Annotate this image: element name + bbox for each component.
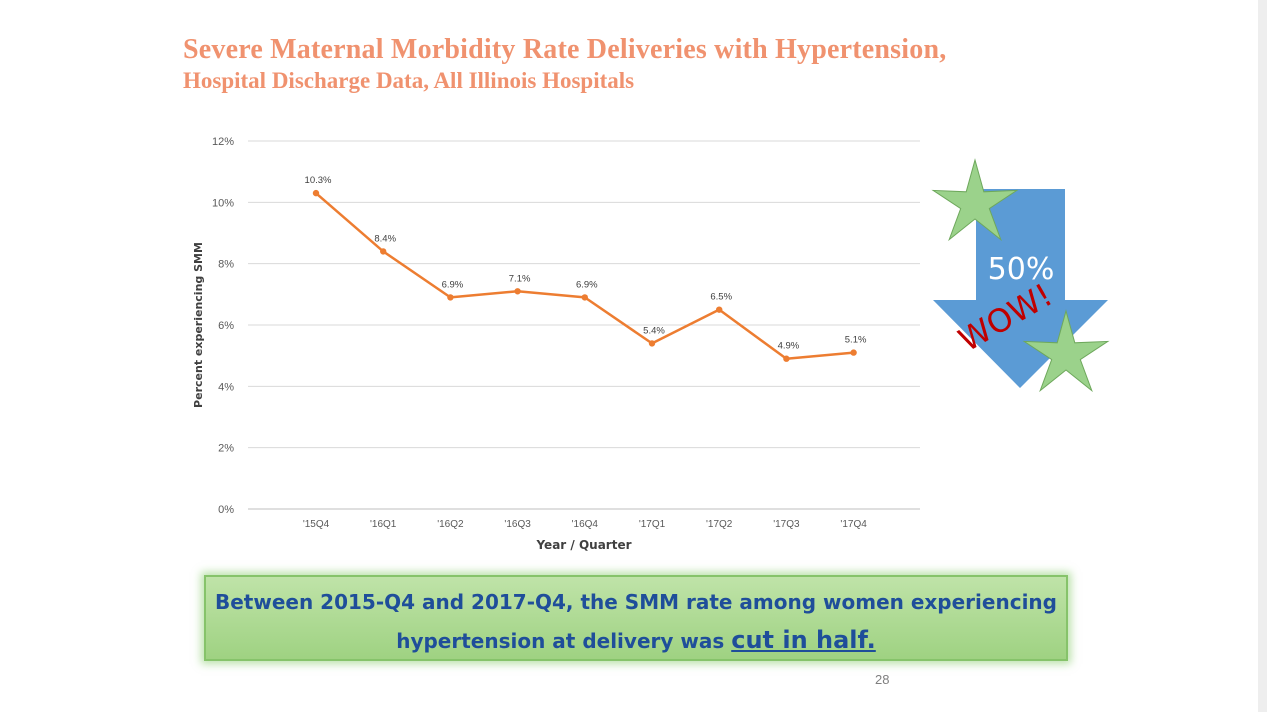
x-axis-label: Year / Quarter xyxy=(535,538,631,552)
data-label: 6.9% xyxy=(576,279,598,290)
x-tick-label: '17Q2 xyxy=(706,519,733,530)
callout-line-2-text: hypertension at delivery was xyxy=(396,629,732,653)
data-point xyxy=(514,288,521,295)
star-icon xyxy=(931,158,1019,242)
y-tick-label: 0% xyxy=(218,504,234,516)
data-label: 10.3% xyxy=(305,175,332,186)
data-point xyxy=(312,189,320,197)
y-tick-label: 12% xyxy=(212,136,234,148)
decorative-graphic: 50% WOW! xyxy=(931,158,1110,393)
y-tick-label: 6% xyxy=(218,320,234,332)
series-line xyxy=(315,192,854,360)
data-label: 8.4% xyxy=(374,233,396,244)
arrow-percent-label: 50% xyxy=(988,252,1055,287)
data-label: 5.1% xyxy=(845,335,867,346)
title-line-2: Hospital Discharge Data, All Illinois Ho… xyxy=(183,68,635,93)
callout-emphasis: cut in half. xyxy=(731,626,876,654)
title-line-1: Severe Maternal Morbidity Rate Deliverie… xyxy=(183,34,947,65)
x-tick-label: '16Q4 xyxy=(572,519,599,530)
callout-line-2: hypertension at delivery was cut in half… xyxy=(206,621,1066,660)
data-point xyxy=(648,340,656,347)
data-label: 6.9% xyxy=(442,279,464,290)
page-number: 28 xyxy=(875,672,890,687)
summary-callout: Between 2015-Q4 and 2017-Q4, the SMM rat… xyxy=(204,575,1068,661)
x-tick-label: '16Q2 xyxy=(437,519,464,530)
y-tick-label: 4% xyxy=(218,381,234,393)
x-tick-label: '15Q4 xyxy=(303,519,330,530)
data-label: 7.1% xyxy=(509,273,531,284)
data-point xyxy=(716,306,723,313)
x-tick-label: '16Q1 xyxy=(370,519,397,530)
data-point xyxy=(850,349,857,356)
slide-edge xyxy=(1258,0,1267,712)
y-tick-label: 2% xyxy=(218,443,234,455)
callout-line-1: Between 2015-Q4 and 2017-Q4, the SMM rat… xyxy=(215,590,1057,614)
x-tick-label: '17Q1 xyxy=(639,519,666,530)
y-tick-label: 10% xyxy=(212,197,234,209)
x-tick-label: '16Q3 xyxy=(504,519,531,530)
data-label: 4.9% xyxy=(778,341,800,352)
data-point xyxy=(380,248,387,255)
y-tick-label: 8% xyxy=(218,259,234,271)
data-point xyxy=(447,294,454,301)
y-axis-label: Percent experiencing SMM xyxy=(192,242,205,408)
slide-title: Severe Maternal Morbidity Rate Deliverie… xyxy=(183,34,946,94)
data-point xyxy=(581,294,588,301)
x-tick-label: '17Q3 xyxy=(773,519,800,530)
data-label: 6.5% xyxy=(710,292,732,303)
data-point xyxy=(783,355,790,362)
star-icon xyxy=(1022,309,1110,393)
x-tick-label: '17Q4 xyxy=(840,519,867,530)
data-label: 5.4% xyxy=(643,325,665,336)
